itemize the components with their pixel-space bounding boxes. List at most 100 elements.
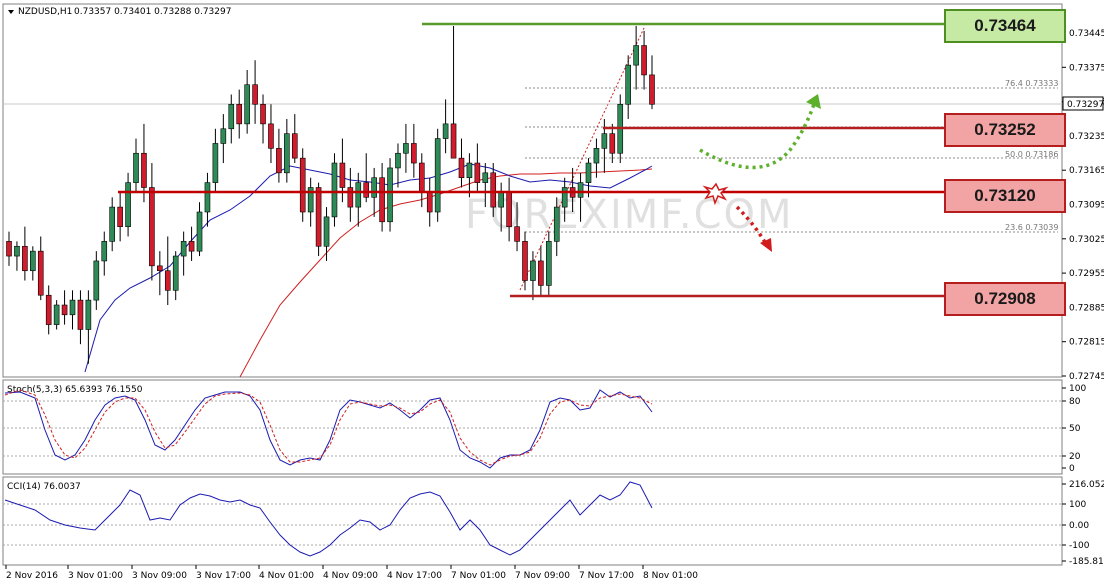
- candle-body: [228, 103, 235, 130]
- candle-body: [625, 64, 631, 105]
- candle-body: [299, 157, 306, 213]
- candle-body: [577, 182, 584, 198]
- candle-body: [347, 187, 354, 208]
- candle-body: [339, 162, 346, 188]
- candle-body: [546, 241, 552, 286]
- stoch-signal-line: [4, 389, 653, 466]
- candle-body: [220, 128, 227, 144]
- support-box: 0.72908: [944, 282, 1066, 316]
- candle-body: [315, 187, 322, 247]
- bullish-arrow-head-icon: [806, 94, 821, 109]
- ohlc-label: 0.73357 0.73401 0.73288 0.73297: [74, 7, 231, 17]
- current-price-marker: [1062, 96, 1104, 111]
- candle-body: [474, 162, 481, 183]
- candle-body: [593, 148, 600, 164]
- candle-body: [85, 299, 92, 330]
- price-tick-label: 0.72745: [1069, 372, 1104, 382]
- current-price-label: 0.73297: [1067, 100, 1104, 110]
- candle-body: [307, 187, 314, 213]
- breakout-star-icon: [702, 182, 729, 206]
- dropdown-triangle-icon[interactable]: [8, 10, 14, 14]
- candle-body: [268, 123, 274, 149]
- resistance-box: 0.73252: [944, 113, 1066, 147]
- candle-body: [14, 245, 20, 257]
- time-tick-label: 4 Nov 01:00: [259, 571, 314, 581]
- candle-body: [609, 133, 616, 154]
- candle-body: [45, 294, 52, 325]
- candle-body: [371, 177, 377, 198]
- candle-body: [442, 123, 449, 139]
- candle-body: [323, 216, 330, 247]
- candle-body: [601, 133, 608, 149]
- candle-body: [498, 192, 504, 208]
- candle-body: [522, 241, 528, 281]
- candle-body: [434, 138, 441, 213]
- candle-body: [125, 182, 131, 227]
- candle-body: [244, 84, 250, 125]
- price-tick-label: 0.72885: [1069, 303, 1104, 313]
- price-tick-label: 0.73445: [1069, 29, 1104, 39]
- resistance-top-box: 0.73464: [944, 9, 1066, 43]
- bearish-arrow-head-icon: [760, 238, 772, 252]
- candle-body: [30, 250, 36, 272]
- candle-body: [37, 250, 44, 296]
- stoch-levels: [3, 400, 1062, 457]
- candle-body: [149, 187, 155, 267]
- stoch-tick-label: 80: [1069, 397, 1081, 407]
- candle-body: [53, 304, 60, 325]
- candle-body: [530, 260, 536, 281]
- cci-levels: [3, 503, 1062, 546]
- candle-body: [291, 133, 298, 159]
- candle-body: [157, 265, 163, 272]
- candle-body: [180, 241, 187, 257]
- stoch-tick-label: 50: [1069, 424, 1081, 434]
- time-tick-label: 7 Nov 17:00: [579, 571, 634, 581]
- cci-tick-label: 0.00: [1069, 521, 1089, 531]
- price-tick-label: 0.72815: [1069, 338, 1104, 348]
- main-panel-frame: [2, 3, 1063, 378]
- candle-body: [133, 152, 139, 183]
- candle-body: [403, 143, 409, 154]
- candle-body: [633, 45, 639, 66]
- candle-body: [188, 241, 195, 252]
- price-tick-label: 0.73165: [1069, 166, 1104, 176]
- candle-body: [458, 157, 465, 179]
- candle-body: [260, 103, 266, 125]
- candle-body: [204, 182, 211, 213]
- candle-body: [641, 45, 647, 76]
- time-tick-label: 3 Nov 01:00: [68, 571, 123, 581]
- price-tick-label: 0.73095: [1069, 201, 1104, 211]
- candle-body: [252, 84, 258, 105]
- stoch-panel-frame: [2, 379, 1063, 475]
- time-tick-label: 2 Nov 2016: [6, 571, 58, 581]
- fib-764-label: 76.4 0.73333: [1005, 79, 1058, 88]
- fib-236-label: 23.6 0.73039: [1005, 223, 1058, 232]
- candle-body: [355, 182, 362, 208]
- cci-label: CCI(14) 76.0037: [7, 482, 81, 492]
- candle-body: [426, 192, 433, 213]
- stoch-label: Stoch(5,3,3) 65.6393 76.1550: [7, 385, 143, 395]
- cci-tick-label: -100: [1069, 541, 1090, 551]
- candle-body: [506, 192, 512, 227]
- time-tick-label: 4 Nov 09:00: [323, 571, 378, 581]
- time-tick-label: 4 Nov 17:00: [387, 571, 442, 581]
- candle-body: [196, 211, 203, 252]
- cci-tick-label: 216.0528: [1069, 480, 1104, 490]
- candle-body: [284, 133, 290, 174]
- cci-tick-label: -185.8127: [1069, 557, 1104, 567]
- candle-body: [77, 299, 84, 330]
- candle-body: [276, 148, 282, 174]
- candle-body: [331, 162, 338, 218]
- price-tick-label: 0.73235: [1069, 132, 1104, 142]
- candle-body: [490, 172, 497, 208]
- stoch-tick-label: 100: [1069, 384, 1086, 394]
- candle-body: [418, 162, 425, 193]
- candle-body: [553, 206, 560, 242]
- candle-body: [6, 241, 12, 257]
- time-tick-label: 8 Nov 01:00: [643, 571, 698, 581]
- candle-body: [363, 182, 370, 198]
- candle-body: [379, 177, 385, 223]
- stoch-tick-label: 20: [1069, 452, 1081, 462]
- cci-line: [4, 481, 653, 557]
